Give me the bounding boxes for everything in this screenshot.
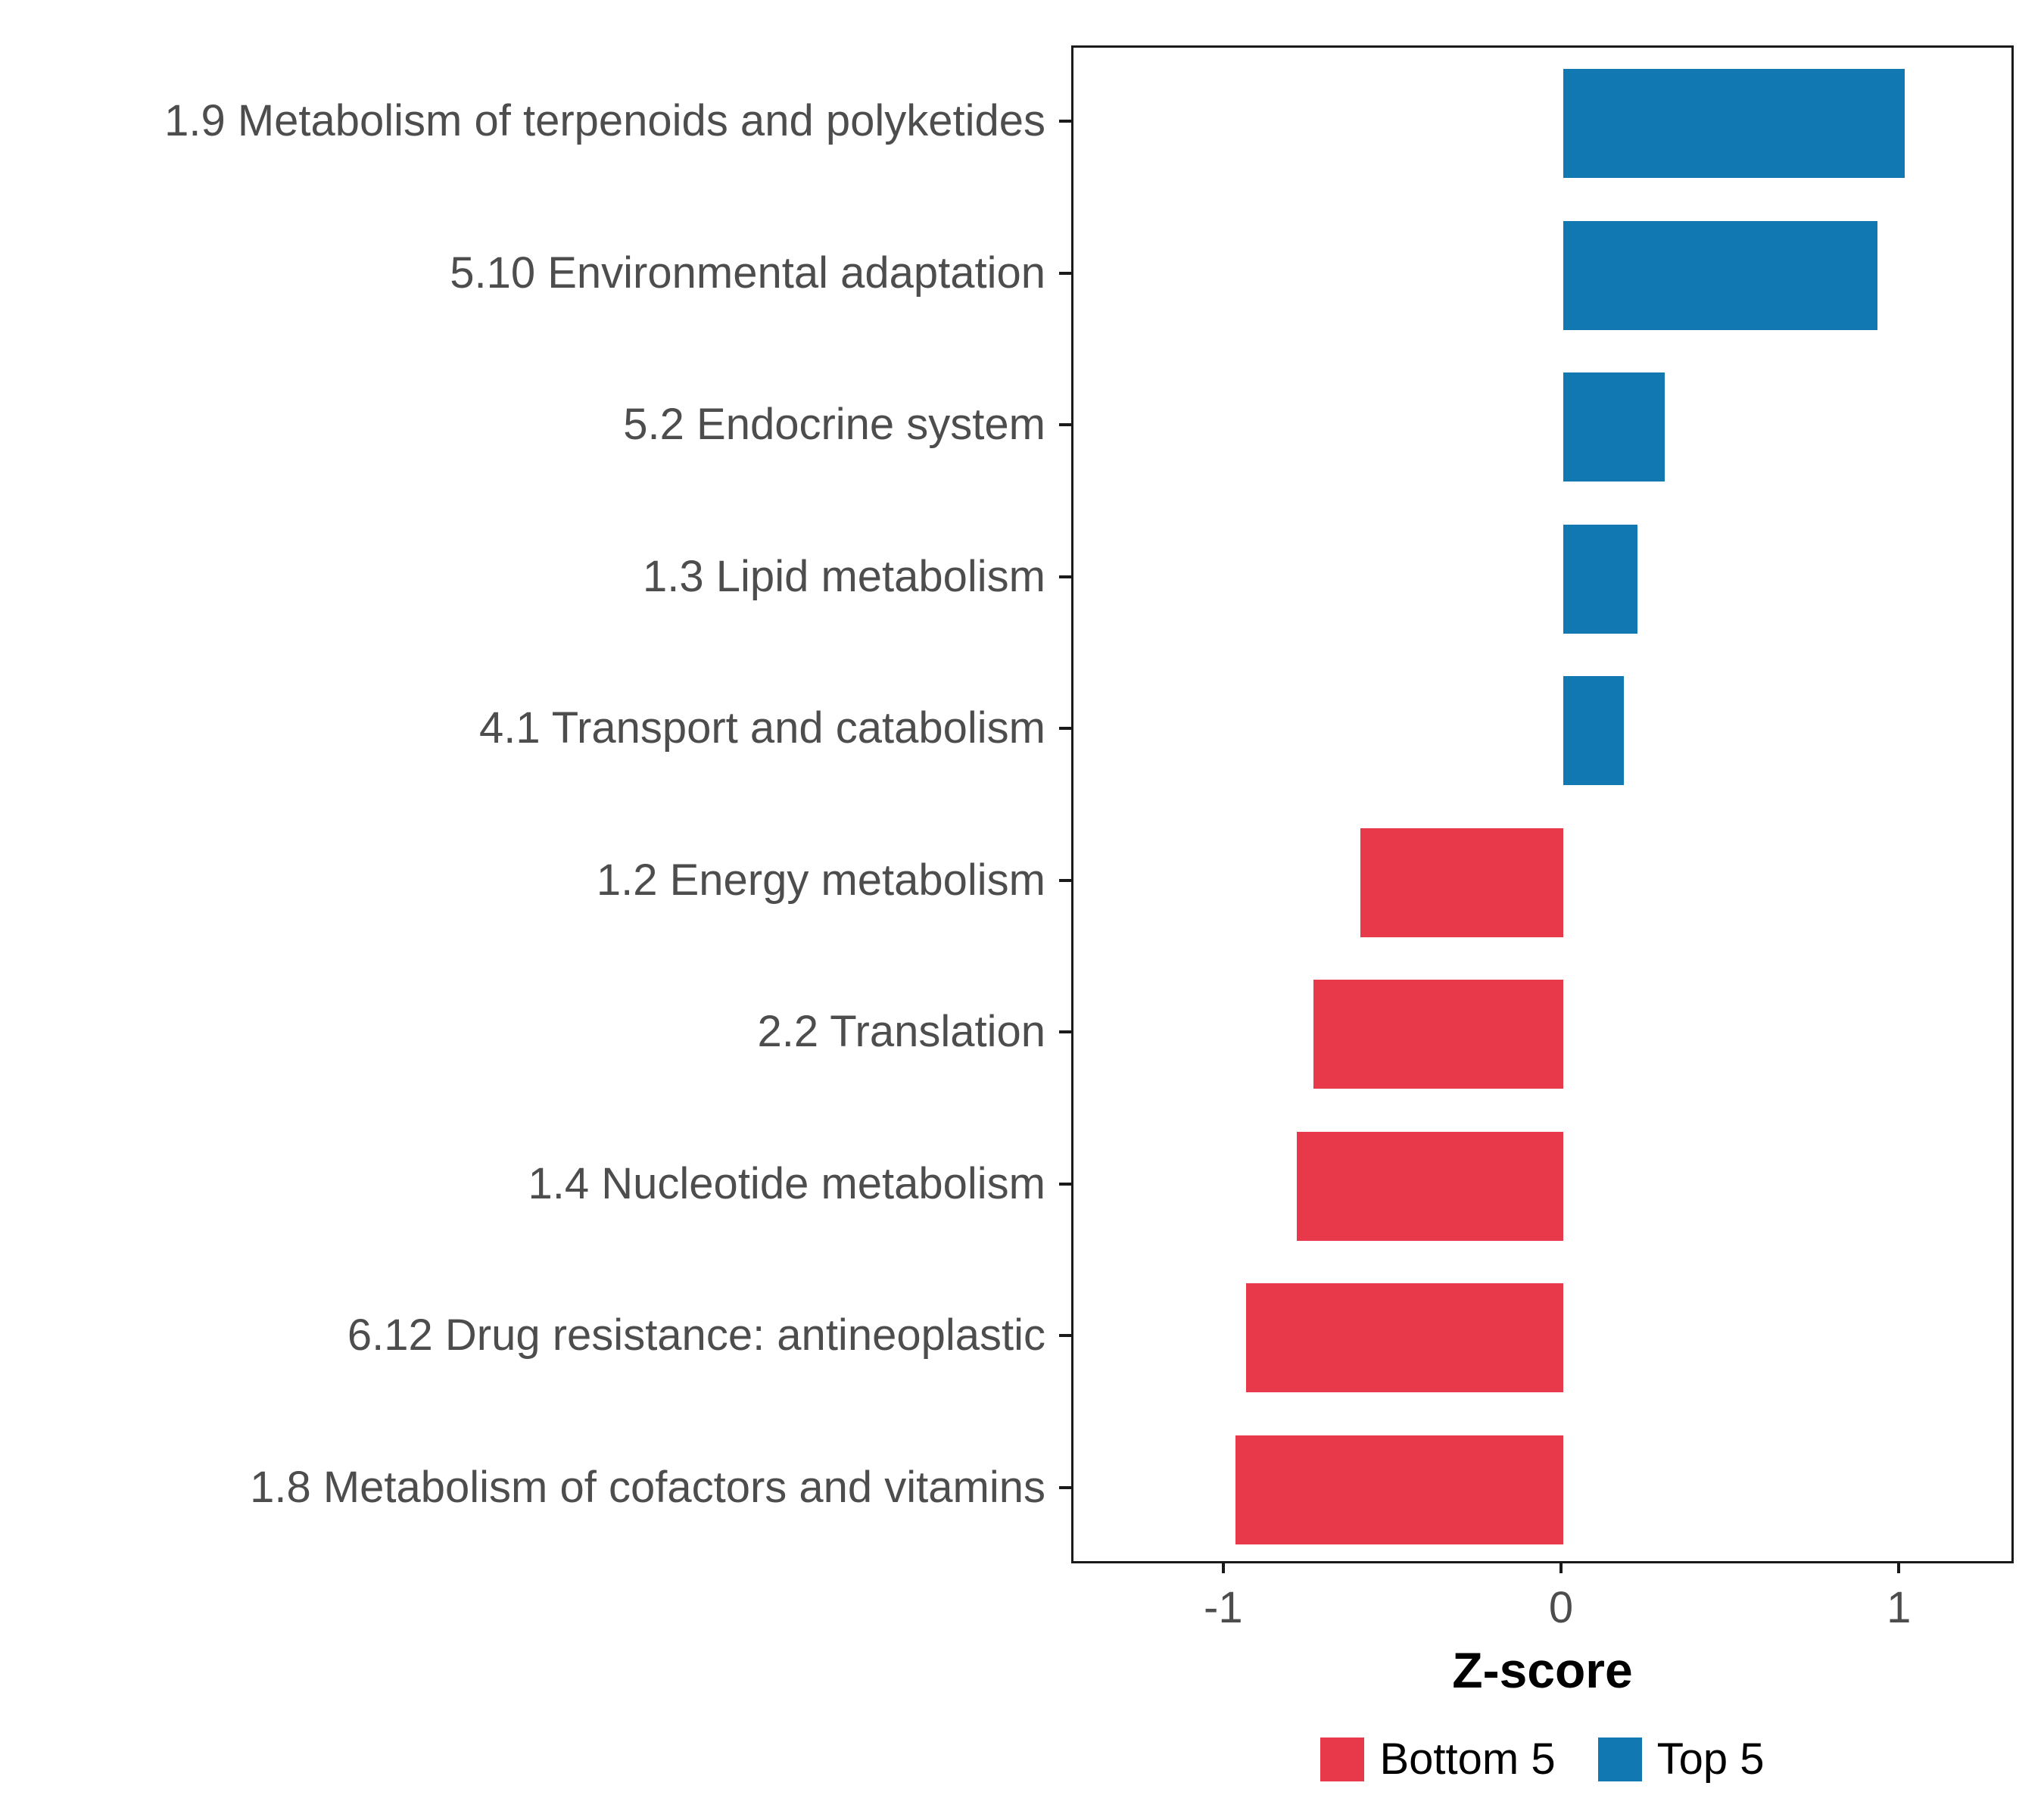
x-tick-label: -1: [1204, 1583, 1243, 1632]
y-tick: [1059, 1334, 1071, 1338]
y-axis-label: 1.2 Energy metabolism: [596, 855, 1045, 905]
legend: Bottom 5 Top 5: [1071, 1734, 2014, 1784]
legend-label: Top 5: [1656, 1734, 1765, 1784]
bar-top5: [1563, 69, 1905, 179]
y-tick: [1059, 271, 1071, 275]
y-axis-label: 1.4 Nucleotide metabolism: [528, 1158, 1045, 1208]
x-tick-label: 0: [1548, 1583, 1574, 1632]
bar-bottom5: [1296, 1131, 1564, 1241]
x-tick-label: 1: [1887, 1583, 1912, 1632]
bar-top5: [1563, 524, 1638, 634]
x-tick: [1221, 1561, 1225, 1573]
y-tick: [1059, 878, 1071, 882]
y-axis-label: 5.2 Endocrine system: [623, 400, 1045, 450]
legend-swatch-bottom-5: [1320, 1737, 1365, 1781]
y-tick: [1059, 120, 1071, 123]
y-tick: [1059, 1485, 1071, 1489]
bar-bottom5: [1245, 1283, 1564, 1393]
y-axis-label: 1.8 Metabolism of cofactors and vitamins: [250, 1462, 1045, 1512]
y-tick: [1059, 1182, 1071, 1186]
legend-swatch-top-5: [1597, 1737, 1642, 1781]
y-tick: [1059, 1030, 1071, 1034]
bar-bottom5: [1360, 827, 1564, 937]
y-tick: [1059, 727, 1071, 731]
y-tick: [1059, 575, 1071, 578]
legend-item-bottom-5: Bottom 5: [1320, 1734, 1556, 1784]
y-axis-label: 5.10 Environmental adaptation: [450, 248, 1045, 298]
y-axis-label: 6.12 Drug resistance: antineoplastic: [347, 1311, 1045, 1360]
y-tick: [1059, 423, 1071, 427]
x-axis-title: Z-score: [1452, 1642, 1633, 1698]
bar-bottom5: [1235, 1435, 1564, 1544]
legend-item-top-5: Top 5: [1597, 1734, 1765, 1784]
legend-label: Bottom 5: [1379, 1734, 1556, 1784]
bar-top5: [1563, 220, 1878, 330]
y-axis-label: 4.1 Transport and catabolism: [479, 703, 1045, 753]
bar-bottom5: [1313, 980, 1564, 1089]
bar-top5: [1563, 372, 1665, 482]
y-axis-label: 2.2 Translation: [757, 1007, 1045, 1057]
y-axis-label: 1.9 Metabolism of terpenoids and polyket…: [164, 96, 1045, 146]
plot-panel: [1071, 45, 2014, 1563]
y-axis-label: 1.3 Lipid metabolism: [643, 551, 1045, 601]
x-tick: [1897, 1561, 1901, 1573]
bar-top5: [1563, 676, 1625, 786]
x-tick: [1559, 1561, 1563, 1573]
